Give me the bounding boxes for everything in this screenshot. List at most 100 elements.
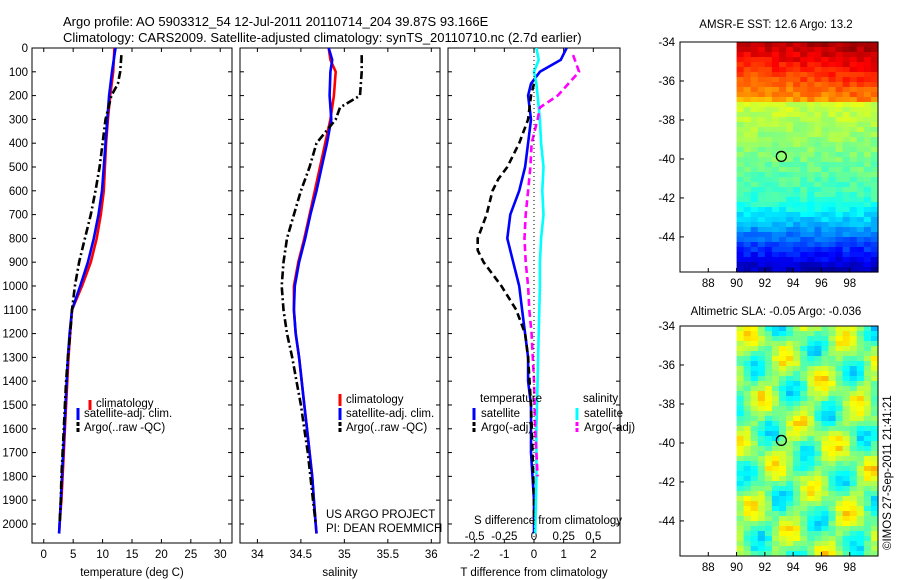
heatmap-cell [863, 252, 872, 258]
heatmap-cell [849, 356, 858, 362]
heatmap-cell [750, 62, 759, 68]
heatmap-cell [786, 371, 794, 377]
heatmap-cell [856, 381, 865, 387]
heatmap-cell [828, 446, 837, 452]
heatmap-cell [743, 62, 752, 68]
heatmap-cell [821, 391, 830, 397]
heatmap-cell [807, 142, 815, 148]
heatmap-cell [757, 262, 766, 268]
heatmap-cell [750, 152, 759, 158]
heatmap-cell [828, 496, 837, 502]
heatmap-cell [800, 122, 808, 128]
heatmap-cell [856, 491, 865, 497]
heatmap-cell [779, 361, 787, 367]
heatmap-cell [870, 526, 879, 532]
heatmap-cell [835, 222, 844, 228]
heatmap-cell [856, 177, 865, 183]
heatmap-cell [757, 92, 766, 98]
heatmap-cell [870, 147, 879, 153]
heatmap-cell [814, 441, 823, 447]
heatmap-cell [736, 202, 745, 208]
heatmap-cell [870, 122, 879, 128]
heatmap-cell [786, 511, 794, 517]
heatmap-cell [743, 247, 752, 253]
heatmap-cell [764, 326, 773, 332]
heatmap-cell [743, 501, 752, 507]
sla-map-frame [679, 325, 879, 557]
heatmap-cell [849, 506, 858, 512]
heatmap-cell [793, 217, 801, 223]
heatmap-cell [807, 262, 815, 268]
heatmap-cell [743, 431, 752, 437]
heatmap-cell [793, 107, 801, 113]
heatmap-cell [757, 401, 766, 407]
heatmap-cell [757, 376, 766, 382]
heatmap-cell [793, 366, 801, 372]
heatmap-cell [856, 127, 865, 133]
heatmap-cell [835, 436, 844, 442]
heatmap-cell [828, 421, 837, 427]
heatmap-cell [771, 421, 780, 427]
heatmap-cell [863, 127, 872, 133]
heatmap-cell [828, 481, 837, 487]
heatmap-cell [807, 197, 815, 203]
heatmap-cell [863, 531, 872, 537]
heatmap-cell [821, 102, 830, 108]
heatmap-cell [764, 386, 773, 392]
heatmap-cell [814, 511, 823, 517]
heatmap-cell [807, 491, 815, 497]
heatmap-cell [856, 336, 865, 342]
heatmap-cell [828, 506, 837, 512]
heatmap-cell [736, 77, 745, 83]
difference-lines [476, 48, 581, 543]
heatmap-cell [793, 227, 801, 233]
heatmap-cell [821, 396, 830, 402]
heatmap-cell [764, 157, 773, 163]
heatmap-cell [736, 147, 745, 153]
heatmap-cell [779, 351, 787, 357]
heatmap-cell [814, 371, 823, 377]
heatmap-cell [757, 242, 766, 248]
heatmap-cell [800, 157, 808, 163]
heatmap-cell [856, 187, 865, 193]
heatmap-cell [856, 202, 865, 208]
heatmap-cell [863, 501, 872, 507]
heatmap-cell [771, 157, 780, 163]
heatmap-cell [793, 222, 801, 228]
heatmap-cell [743, 97, 752, 103]
heatmap-cell [807, 451, 815, 457]
heatmap-cell [870, 47, 879, 53]
series-line-temperature-satellite [505, 48, 568, 534]
heatmap-cell [800, 257, 808, 263]
heatmap-cell [786, 57, 794, 63]
y-tick-label: 1200 [2, 329, 28, 341]
heatmap-cell [856, 411, 865, 417]
heatmap-cell [750, 82, 759, 88]
heatmap-cell [849, 212, 858, 218]
heatmap-cell [821, 381, 830, 387]
heatmap-cell [779, 97, 787, 103]
heatmap-cell [771, 57, 780, 63]
heatmap-cell [828, 431, 837, 437]
heatmap-cell [842, 262, 851, 268]
sst-heatmap-cells: 88 90 92 94 96 98-34-36-38-40-42-44 [658, 37, 879, 290]
heatmap-cell [736, 142, 745, 148]
heatmap-cell [835, 406, 844, 412]
heatmap-cell [842, 421, 851, 427]
heatmap-cell [807, 421, 815, 427]
x-tick-label-top: 0.5 [585, 531, 601, 543]
heatmap-cell [736, 451, 745, 457]
heatmap-cell [743, 426, 752, 432]
heatmap-cell [870, 331, 879, 337]
heatmap-cell [757, 172, 766, 178]
heatmap-cell [807, 47, 815, 53]
series-line-temperature-argo-adj- [476, 83, 536, 524]
heatmap-cell [764, 57, 773, 63]
heatmap-cell [849, 456, 858, 462]
heatmap-cell [821, 511, 830, 517]
heatmap-cell [743, 172, 752, 178]
heatmap-cell [821, 446, 830, 452]
heatmap-cell [821, 371, 830, 377]
series-line-argo-raw-qc- [58, 55, 123, 525]
heatmap-cell [828, 451, 837, 457]
